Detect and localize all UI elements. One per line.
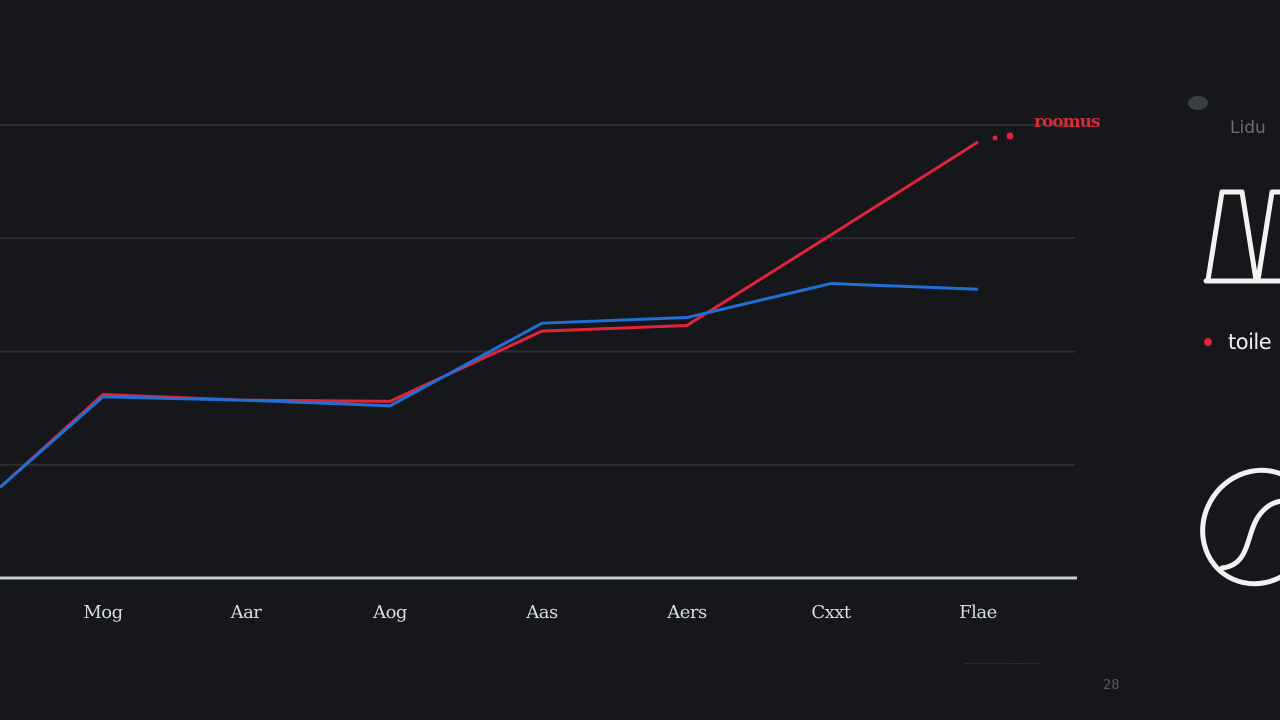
x-tick-label: Cxxt	[811, 602, 851, 623]
page-number: 28	[1103, 678, 1120, 693]
swirl-circle-icon	[1200, 467, 1280, 587]
series-end-dot	[992, 135, 998, 141]
x-tick-label: Aar	[230, 602, 262, 623]
legend-item-toile[interactable]: toile	[1204, 330, 1272, 354]
series-end-label: roomus	[1034, 112, 1101, 132]
x-tick-label: Aas	[526, 602, 558, 623]
x-tick-label: Flae	[959, 602, 997, 623]
x-tick-label: Mog	[83, 602, 123, 623]
trapezoid-outline-icon	[1203, 189, 1280, 284]
legend-faint-label: Lidu	[1230, 118, 1266, 138]
legend-label: toile	[1228, 330, 1272, 354]
series-end-dot	[1006, 132, 1014, 140]
footer-note: ..............................	[964, 657, 1041, 666]
legend-swatch	[1204, 338, 1212, 346]
series-line-toile[interactable]	[0, 140, 979, 489]
legend-panel: Lidu toile	[1180, 80, 1280, 720]
x-tick-label: Aog	[373, 602, 407, 623]
x-tick-label: Aers	[667, 602, 707, 623]
legend-faint-icon	[1188, 96, 1208, 110]
series-line-blue[interactable]	[0, 282, 979, 489]
